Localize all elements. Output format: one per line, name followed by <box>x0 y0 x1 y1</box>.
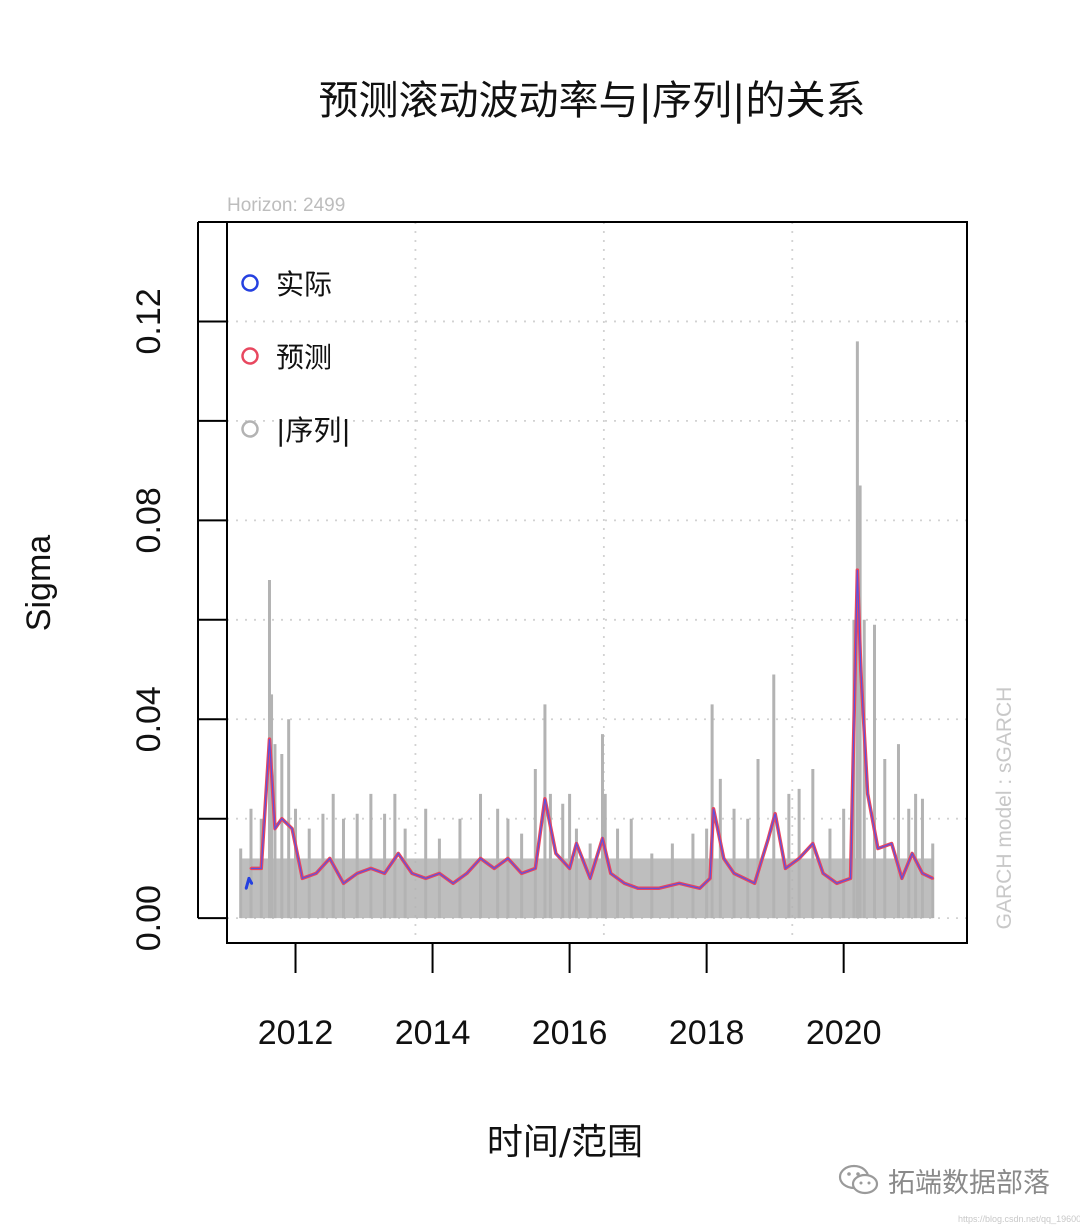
x-tick-label: 2016 <box>532 1014 608 1052</box>
wechat-icon <box>838 1164 879 1195</box>
legend-marker <box>241 347 259 365</box>
legend-marker <box>241 420 259 438</box>
series-point <box>244 886 248 890</box>
y-tick-label: 0.04 <box>130 686 168 752</box>
y-axis-label: Sigma <box>20 535 58 631</box>
model-side-label: GARCH model : sGARCH <box>993 687 1016 930</box>
x-tick-label: 2018 <box>669 1014 745 1052</box>
y-tick-label: 0.08 <box>130 487 168 553</box>
legend-label: 实际 <box>276 268 332 301</box>
x-axis-label: 时间/范围 <box>487 1122 643 1163</box>
series-2 <box>244 876 254 890</box>
series-point <box>247 876 251 880</box>
watermark-text: 拓端数据部落 <box>888 1167 1050 1199</box>
chart-subtitle: Horizon: 2499 <box>227 195 345 216</box>
legend-label: 预测 <box>276 341 332 374</box>
x-tick-label: 2020 <box>806 1014 882 1052</box>
series-layer <box>239 341 935 919</box>
chart-title: 预测滚动波动率与|序列|的关系 <box>319 78 866 124</box>
series-0 <box>239 341 935 919</box>
y-tick-label: 0.12 <box>130 288 168 354</box>
y-axis: 0.00 0.04 0.08 0.12 <box>130 221 227 951</box>
x-tick-label: 2014 <box>395 1014 471 1052</box>
legend-label: |序列| <box>276 414 351 447</box>
x-axis: 2012 2014 2016 2018 2020 <box>258 942 882 1052</box>
y-tick-label: 0.00 <box>130 885 168 951</box>
watermark-url: https://blog.csdn.net/qq_19600291 <box>958 1214 1080 1224</box>
watermark: 拓端数据部落 <box>838 1160 1050 1200</box>
legend-marker <box>241 274 259 292</box>
series-actual-overlay <box>250 570 934 889</box>
series-point <box>250 881 254 885</box>
x-tick-label: 2012 <box>258 1014 334 1052</box>
